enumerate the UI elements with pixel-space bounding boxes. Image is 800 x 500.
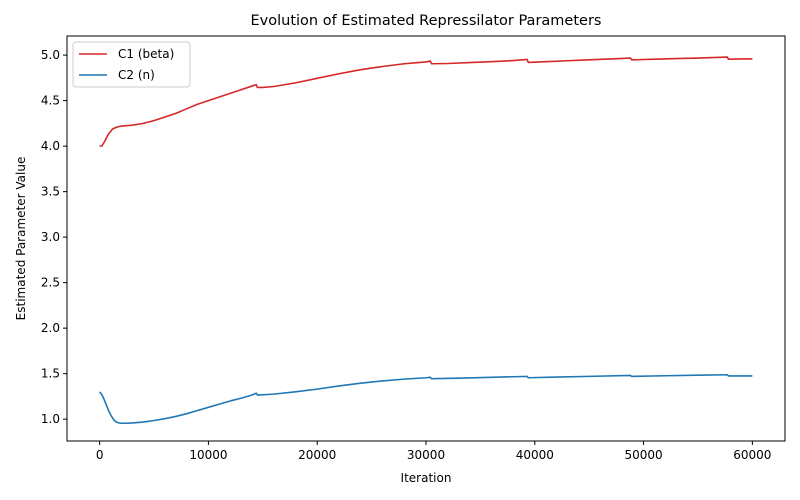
plot-area xyxy=(66,35,786,442)
x-tick-label: 40000 xyxy=(516,448,554,462)
series-line-1 xyxy=(99,56,753,147)
x-tick-label: 60000 xyxy=(733,448,771,462)
x-axis: 0 10000 20000 30000 40000 50000 60000 xyxy=(96,441,771,462)
legend-label: C1 (beta) xyxy=(118,47,174,61)
series-line-2 xyxy=(99,373,753,425)
x-tick-label: 0 xyxy=(96,448,104,462)
y-tick-label: 3.0 xyxy=(41,230,60,244)
x-tick-label: 50000 xyxy=(624,448,662,462)
chart-title: Evolution of Estimated Repressilator Par… xyxy=(251,13,602,29)
x-tick-label: 30000 xyxy=(407,448,445,462)
series-group xyxy=(99,56,753,425)
x-tick-label: 20000 xyxy=(298,448,336,462)
legend: C1 (beta) C2 (n) xyxy=(72,41,191,88)
x-tick-label: 10000 xyxy=(189,448,227,462)
plot-frame xyxy=(66,35,786,442)
legend-label: C2 (n) xyxy=(118,68,155,82)
y-tick-label: 3.5 xyxy=(41,185,60,199)
y-tick-label: 2.5 xyxy=(41,276,60,290)
y-tick-label: 5.0 xyxy=(41,48,60,62)
y-tick-label: 1.5 xyxy=(41,367,60,381)
y-axis: 1.0 1.5 2.0 2.5 3.0 3.5 4.0 4.5 5.0 xyxy=(41,48,67,426)
x-axis-title: Iteration xyxy=(401,471,452,485)
y-tick-label: 4.0 xyxy=(41,139,60,153)
y-tick-label: 4.5 xyxy=(41,94,60,108)
y-tick-label: 1.0 xyxy=(41,412,60,426)
y-axis-title: Estimated Parameter Value xyxy=(14,157,28,321)
y-tick-label: 2.0 xyxy=(41,321,60,335)
